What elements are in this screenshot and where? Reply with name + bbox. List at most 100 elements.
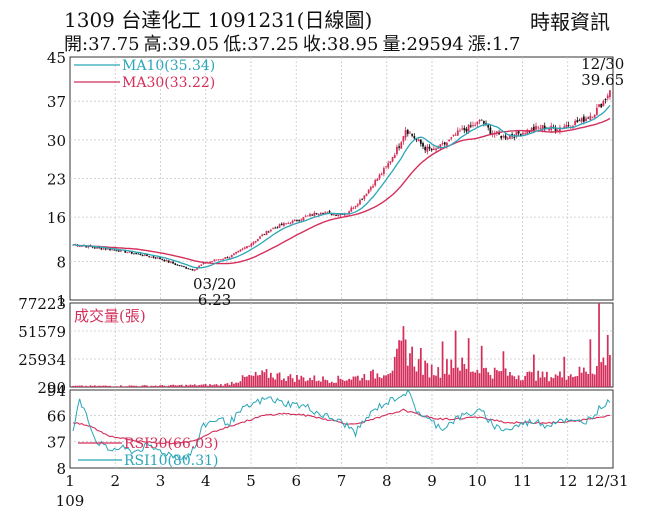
candle-body [393,154,396,158]
volume-bar [183,386,185,387]
volume-bar [311,379,314,387]
volume-bar [246,376,248,387]
volume-bar [211,385,214,387]
volume-bar [346,380,348,387]
volume-bar [222,385,224,387]
volume-bar [389,373,392,387]
candle-body [519,133,522,136]
candle-body [354,205,357,208]
candle-body [135,253,138,254]
candle-body [387,163,390,168]
volume-bar [159,385,161,387]
volume-bar [187,385,190,387]
volume-bar [215,384,218,387]
volume-bar [217,385,220,387]
volume-bar [409,353,411,387]
candle-body [378,174,381,179]
quote-item: 量:29594 [382,34,464,55]
candle-body [469,125,472,127]
volume-bar [115,386,118,387]
x-tick-label: 1 [65,472,75,490]
candle-body [480,119,483,121]
candle-body [402,136,405,142]
volume-bar [589,339,592,387]
candle-body [578,120,581,122]
volume-bar [265,369,268,387]
volume-bar [580,372,583,387]
candle-body [143,254,146,256]
volume-bar [135,385,137,387]
candle-body [582,116,585,122]
volume-bar [476,369,479,387]
volume-bar [304,381,307,387]
y-tick-label: 23 [47,171,66,189]
volume-bar [261,370,264,387]
candle-body [485,123,487,124]
candle-body [556,130,559,131]
candle-body [311,214,314,216]
volume-bar [233,383,235,387]
volume-bar [519,380,522,387]
volume-bar [343,380,346,387]
volume-bar [315,381,318,387]
quote-item: 漲:1.7 [467,34,521,55]
candle-body [124,250,127,253]
candle-body [580,117,583,122]
candle-body [328,211,331,213]
candle-body [276,227,279,229]
candle-body [535,125,537,130]
volume-bar [561,377,563,387]
volume-bar [378,377,381,387]
volume-bar [333,382,335,387]
candle-body [250,243,253,247]
volume-bar [559,371,561,387]
candle-body [287,223,290,224]
volume-bar [517,375,520,387]
volume-bar [524,375,527,387]
y-tick-label: 77223 [18,295,66,313]
volume-bar [209,384,211,387]
candle-body [526,129,529,135]
candle-body [304,216,307,218]
volume-bar [482,368,485,387]
volume-bar [293,381,296,387]
candle-body [172,261,174,264]
candle-body [239,249,242,252]
volume-bar [91,385,94,387]
volume-bar [148,386,151,387]
volume-bar [506,375,509,387]
quote-item: 收:38.95 [302,34,379,55]
candle-body [100,248,103,250]
volume-bar [602,357,605,387]
candle-body [352,207,355,209]
volume-bar [163,385,166,387]
x-tick-label: 5 [246,472,256,490]
candle-body [559,127,561,132]
volume-bar [417,359,420,387]
candle-body [163,259,166,262]
volume-bar [578,366,581,387]
y-tick-label: 16 [47,209,66,227]
candle-body [226,257,229,259]
volume-bar [522,380,524,387]
volume-bar [422,374,424,387]
volume-bar [415,371,418,387]
volume-bar [474,372,477,387]
volume-bar [509,372,511,387]
volume-bar [352,376,355,387]
candle-body [389,161,392,164]
candle-body [156,257,159,259]
candle-body [256,238,259,242]
candle-body [248,245,251,247]
volume-bar [496,370,498,387]
volume-bar [480,345,483,387]
volume-bar [200,384,203,387]
volume-bar [487,372,490,387]
candle-body [380,173,383,175]
volume-bar [326,380,329,387]
candle-body [415,139,418,140]
annotation-date: 12/30 [581,55,624,73]
volume-bar [606,334,609,387]
candle-body [593,114,596,118]
volume-bar [230,381,233,387]
